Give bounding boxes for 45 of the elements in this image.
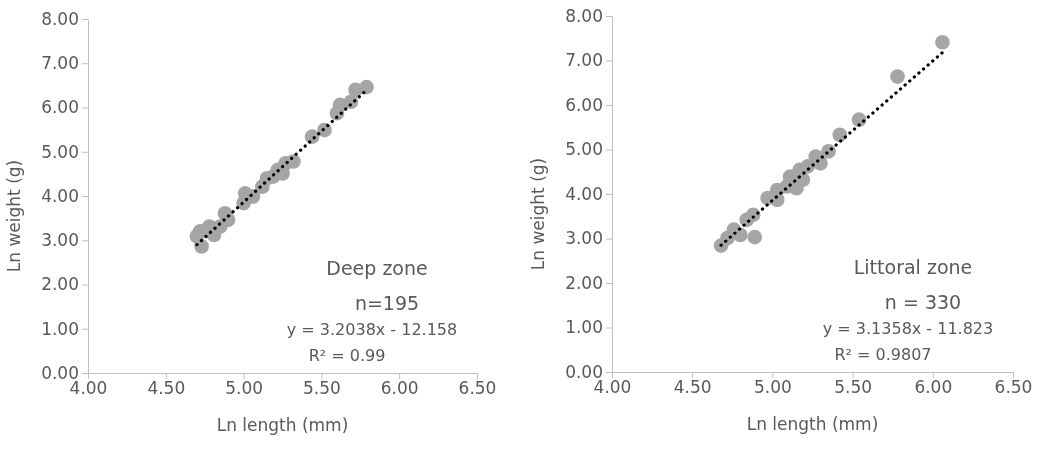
y-tick-label: 4.00 bbox=[565, 183, 603, 204]
y-tick-label: 7.00 bbox=[41, 53, 79, 74]
y-tick-label: 7.00 bbox=[565, 50, 603, 71]
y-tick-label: 8.00 bbox=[565, 5, 603, 26]
y-tick-label: 6.00 bbox=[565, 94, 603, 115]
y-axis-title: Ln weight (g) bbox=[528, 157, 548, 271]
y-tick-label: 3.00 bbox=[565, 228, 603, 249]
point bbox=[890, 69, 905, 84]
point bbox=[359, 79, 374, 95]
y-tick-label: 4.00 bbox=[41, 185, 79, 206]
x-tick-label: 4.50 bbox=[673, 377, 712, 398]
y-axis-title: Ln weight (g) bbox=[4, 159, 24, 273]
x-tick-label: 5.00 bbox=[225, 378, 264, 399]
y-tick-label: 2.00 bbox=[41, 274, 79, 295]
x-tick-label: 6.00 bbox=[380, 378, 419, 399]
annotation: R² = 0.9807 bbox=[834, 345, 932, 364]
x-tick-label: 4.00 bbox=[69, 378, 108, 399]
annotation: Littoral zone bbox=[853, 256, 973, 278]
point bbox=[935, 34, 950, 50]
annotation: R² = 0.99 bbox=[308, 346, 386, 365]
x-axis-title: Ln length (mm) bbox=[216, 415, 349, 435]
x-tick-label: 5.50 bbox=[834, 377, 873, 398]
y-tick-label: 3.00 bbox=[41, 230, 79, 251]
annotation: y = 3.2038x - 12.158 bbox=[286, 320, 458, 339]
x-axis-title: Ln length (mm) bbox=[746, 414, 879, 434]
x-tick-label: 6.50 bbox=[458, 378, 497, 399]
annotation: Deep zone bbox=[326, 257, 428, 279]
x-tick-label: 4.50 bbox=[147, 378, 186, 399]
x-tick-label: 4.00 bbox=[593, 377, 632, 398]
x-tick-label: 5.50 bbox=[302, 378, 341, 399]
y-tick-label: 5.00 bbox=[41, 141, 79, 162]
y-tick-label: 5.00 bbox=[565, 139, 603, 160]
y-tick-label: 1.00 bbox=[41, 318, 79, 339]
point bbox=[194, 239, 209, 254]
y-tick-label: 6.00 bbox=[41, 97, 79, 118]
y-tick-label: 2.00 bbox=[565, 272, 603, 293]
x-tick-label: 6.00 bbox=[914, 377, 953, 398]
x-tick-label: 5.00 bbox=[753, 377, 792, 398]
x-tick-label: 6.50 bbox=[994, 377, 1033, 398]
point bbox=[747, 229, 763, 245]
annotation: n=195 bbox=[354, 292, 420, 314]
y-tick-label: 8.00 bbox=[41, 8, 79, 29]
y-tick-label: 1.00 bbox=[565, 317, 603, 338]
annotation: y = 3.1358x - 11.823 bbox=[822, 319, 994, 338]
annotation: n = 330 bbox=[884, 291, 962, 313]
